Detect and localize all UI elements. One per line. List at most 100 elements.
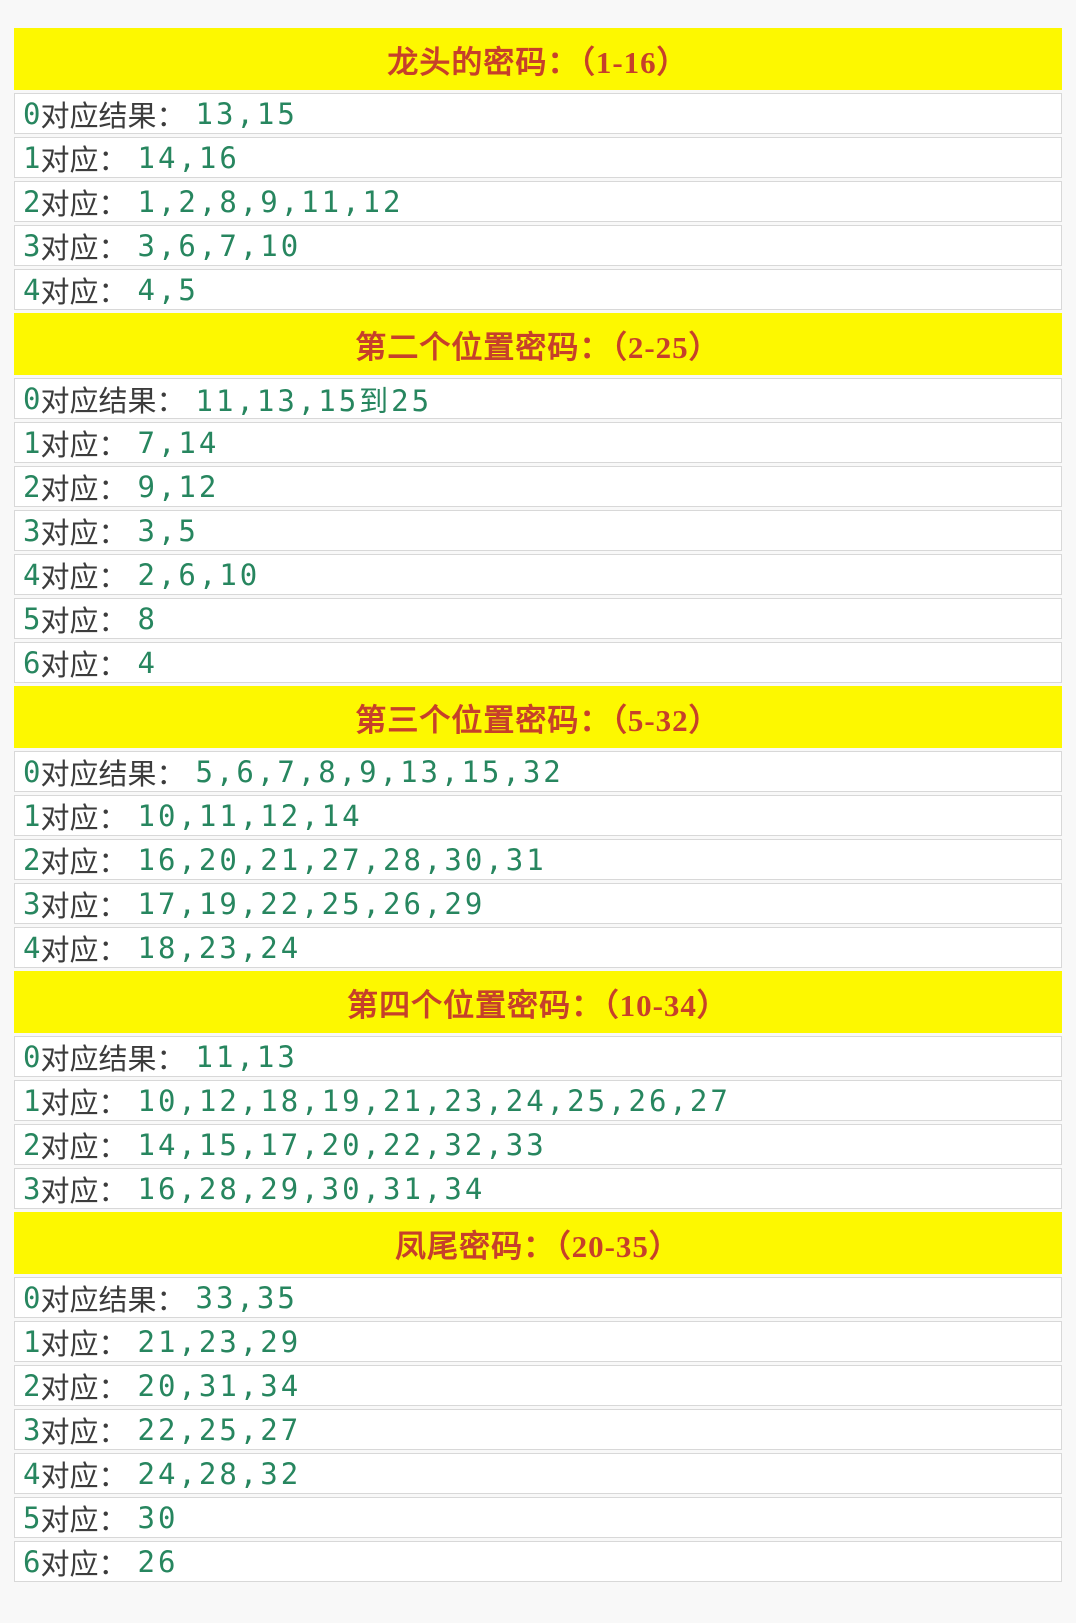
row-value: 1,2,8,9,11,12 [137,184,404,219]
row-label: 对应： [40,1085,128,1120]
lottery-table: 龙头的密码：（1-16） 0 对应结果： 13,15 1 对应： 14,16 2 对应： 1,2,… [14,0,1062,1582]
row-label: 对应： [40,186,128,221]
row-key: 6 [23,1544,41,1579]
row-label: 对应结果： [40,1041,186,1076]
table-row: 3 对应： 16,28,29,30,31,34 [14,1168,1062,1209]
table-row: 6 对应： 26 [14,1541,1062,1582]
row-label: 对应： [40,274,128,309]
table-row: 3 对应： 17,19,22,25,26,29 [14,883,1062,924]
table-row: 4 对应： 18,23,24 [14,927,1062,968]
row-value: 7,14 [137,425,220,460]
row-key: 1 [23,1083,41,1118]
row-label: 对应： [40,515,128,550]
row-label: 对应： [40,1326,128,1361]
section-header-4: 第四个位置密码：（10-34） [14,971,1062,1033]
table-row: 2 对应： 20,31,34 [14,1365,1062,1406]
row-value: 22,25,27 [137,1412,302,1447]
row-label: 对应： [40,142,128,177]
row-label: 对应： [40,230,128,265]
row-key: 0 [23,96,41,131]
section-title: 凤尾密码：（20-35） [395,1228,681,1264]
row-label: 对应： [40,1370,128,1405]
table-row: 4 对应： 4,5 [14,269,1062,310]
table-row: 2 对应： 14,15,17,20,22,32,33 [14,1124,1062,1165]
row-value: 11,13 [195,1039,298,1074]
row-label: 对应： [40,800,128,835]
row-label: 对应： [40,1502,128,1537]
row-key: 5 [23,1500,41,1535]
table-row: 5 对应： 30 [14,1497,1062,1538]
row-label: 对应结果： [40,756,186,791]
row-key: 0 [23,381,41,416]
table-row: 1 对应： 7,14 [14,422,1062,463]
table-row: 4 对应： 24,28,32 [14,1453,1062,1494]
row-value: 30 [137,1500,179,1535]
row-value: 16,20,21,27,28,30,31 [137,842,547,877]
row-value: 17,19,22,25,26,29 [137,886,486,921]
row-key: 2 [23,184,41,219]
section-header-3: 第三个位置密码：（5-32） [14,686,1062,748]
row-key: 4 [23,930,41,965]
row-value: 10,12,18,19,21,23,24,25,26,27 [137,1083,731,1118]
section-header-5: 凤尾密码：（20-35） [14,1212,1062,1274]
row-key: 1 [23,140,41,175]
row-key: 2 [23,842,41,877]
row-value: 3,6,7,10 [137,228,302,263]
table-row: 1 对应： 10,11,12,14 [14,795,1062,836]
table-row: 2 对应： 16,20,21,27,28,30,31 [14,839,1062,880]
row-label: 对应结果： [40,98,186,133]
row-value: 18,23,24 [137,930,302,965]
row-value: 2,6,10 [137,557,261,592]
row-label: 对应： [40,559,128,594]
row-value: 5,6,7,8,9,13,15,32 [195,754,564,789]
row-key: 0 [23,754,41,789]
table-row: 2 对应： 9,12 [14,466,1062,507]
row-value: 14,15,17,20,22,32,33 [137,1127,547,1162]
section-title: 第三个位置密码：（5-32） [355,702,721,738]
row-label: 对应： [40,471,128,506]
row-key: 6 [23,645,41,680]
row-key: 1 [23,798,41,833]
row-label: 对应： [40,647,128,682]
row-value: 26 [137,1544,179,1579]
section-header-2: 第二个位置密码：（2-25） [14,313,1062,375]
row-key: 1 [23,1324,41,1359]
row-value: 33,35 [195,1280,298,1315]
row-value: 16,28,29,30,31,34 [137,1171,486,1206]
row-key: 3 [23,1171,41,1206]
table-row: 1 对应： 21,23,29 [14,1321,1062,1362]
row-label: 对应： [40,1458,128,1493]
section-title: 第四个位置密码：（10-34） [347,987,729,1023]
row-key: 4 [23,557,41,592]
row-label: 对应： [40,603,128,638]
row-label: 对应： [40,1129,128,1164]
row-key: 3 [23,513,41,548]
row-value: 21,23,29 [137,1324,302,1359]
row-key: 3 [23,228,41,263]
row-key: 3 [23,886,41,921]
table-row: 3 对应： 22,25,27 [14,1409,1062,1450]
row-label: 对应： [40,427,128,462]
row-label: 对应： [40,1546,128,1581]
table-row: 0 对应结果： 11,13 [14,1036,1062,1077]
row-value: 24,28,32 [137,1456,302,1491]
row-value: 9,12 [137,469,220,504]
row-label: 对应： [40,844,128,879]
row-value: 3,5 [137,513,199,548]
row-key: 1 [23,425,41,460]
row-key: 5 [23,601,41,636]
row-label: 对应： [40,1414,128,1449]
table-row: 1 对应： 14,16 [14,137,1062,178]
row-key: 0 [23,1039,41,1074]
table-row: 3 对应： 3,5 [14,510,1062,551]
table-row: 4 对应： 2,6,10 [14,554,1062,595]
table-row: 0 对应结果： 33,35 [14,1277,1062,1318]
row-label: 对应结果： [40,1282,186,1317]
row-value: 10,11,12,14 [137,798,363,833]
row-key: 4 [23,1456,41,1491]
section-header-1: 龙头的密码：（1-16） [14,28,1062,90]
row-label: 对应结果： [40,383,186,418]
row-label: 对应： [40,1173,128,1208]
row-label: 对应： [40,932,128,967]
row-key: 3 [23,1412,41,1447]
